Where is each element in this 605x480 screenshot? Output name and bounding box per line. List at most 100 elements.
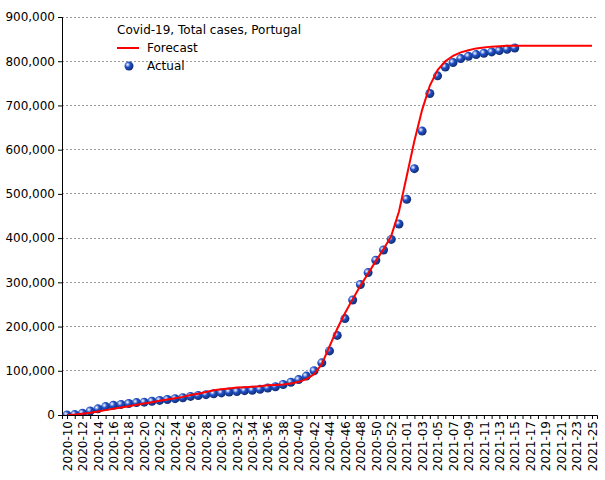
grid-line — [62, 370, 597, 371]
grid-line — [62, 105, 597, 106]
x-tick — [322, 415, 323, 419]
x-tick-mark — [592, 415, 593, 419]
x-tick-mark — [399, 415, 400, 419]
x-tick-mark — [144, 415, 145, 419]
x-tick-mark — [152, 415, 153, 419]
x-tick-label: 2021-13 — [493, 421, 507, 471]
x-tick: 2020-26 — [184, 415, 198, 471]
x-axis: 2020-102020-122020-142020-162020-182020-… — [61, 415, 600, 471]
x-tick-mark — [252, 415, 253, 419]
x-tick — [90, 415, 91, 419]
y-tick-mark — [58, 17, 62, 18]
x-tick-label: 2020-18 — [122, 421, 136, 471]
grid-line — [62, 238, 597, 239]
x-tick: 2021-25 — [586, 415, 600, 471]
x-tick-mark — [67, 415, 68, 419]
x-tick — [306, 415, 307, 419]
x-tick-mark — [314, 415, 315, 419]
x-tick-mark — [322, 415, 323, 419]
x-tick: 2020-28 — [200, 415, 214, 471]
grid-line — [62, 61, 597, 62]
x-tick: 2020-42 — [308, 415, 322, 471]
x-tick — [399, 415, 400, 419]
y-tick-mark — [58, 238, 62, 239]
x-tick-label: 2020-44 — [323, 421, 337, 471]
x-tick-mark — [538, 415, 539, 419]
x-tick-label: 2020-36 — [261, 421, 275, 471]
x-tick-mark — [553, 415, 554, 419]
x-tick-mark — [214, 415, 215, 419]
y-tick-label: 0 — [47, 408, 55, 422]
x-tick: 2021-11 — [478, 415, 492, 471]
data-point — [479, 49, 488, 58]
x-tick-label: 2020-22 — [153, 421, 167, 471]
grid — [62, 17, 597, 415]
x-tick-label: 2020-52 — [385, 421, 399, 471]
y-axis: 0100,000200,000300,000400,000500,000600,… — [5, 10, 62, 422]
x-tick-label: 2020-28 — [200, 421, 214, 471]
legend-line — [117, 47, 139, 49]
x-tick-mark — [530, 415, 531, 419]
x-tick-mark — [484, 415, 485, 419]
x-tick-mark — [90, 415, 91, 419]
x-axis-line — [63, 416, 598, 420]
x-tick-mark — [376, 415, 377, 419]
x-tick-label: 2021-07 — [447, 421, 461, 471]
y-tick: 500,000 — [5, 187, 62, 201]
x-tick — [523, 415, 524, 419]
x-tick — [584, 415, 585, 419]
x-tick-mark — [353, 415, 354, 419]
x-tick-mark — [183, 415, 184, 419]
x-tick — [75, 415, 76, 419]
data-point — [472, 50, 481, 59]
line-series — [67, 46, 592, 415]
x-tick — [368, 415, 369, 419]
x-tick-label: 2021-17 — [524, 421, 538, 471]
x-tick-mark — [430, 415, 431, 419]
y-tick-label: 600,000 — [5, 143, 55, 157]
y-tick: 700,000 — [5, 99, 62, 113]
data-point — [449, 58, 458, 67]
scatter-series — [63, 43, 520, 415]
x-tick-label: 2020-42 — [308, 421, 322, 471]
x-tick — [275, 415, 276, 419]
y-tick: 100,000 — [5, 364, 62, 378]
legend-label: Forecast — [147, 41, 198, 55]
x-tick-mark — [523, 415, 524, 419]
y-tick: 300,000 — [5, 276, 62, 290]
x-tick-label: 2021-15 — [508, 421, 522, 471]
y-tick-label: 700,000 — [5, 99, 55, 113]
x-tick: 2020-12 — [76, 415, 90, 471]
x-tick-label: 2021-11 — [478, 421, 492, 471]
x-tick-label: 2020-46 — [339, 421, 353, 471]
x-tick-mark — [438, 415, 439, 419]
x-tick-mark — [121, 415, 122, 419]
x-tick: 2020-50 — [370, 415, 384, 471]
x-tick — [430, 415, 431, 419]
y-tick-mark — [58, 105, 62, 106]
x-tick-label: 2020-20 — [138, 421, 152, 471]
x-tick-mark — [492, 415, 493, 419]
x-tick: 2021-05 — [431, 415, 445, 471]
x-tick: 2021-01 — [400, 415, 414, 471]
y-tick-label: 200,000 — [5, 320, 55, 334]
x-tick — [507, 415, 508, 419]
x-tick-mark — [206, 415, 207, 419]
x-tick: 2021-17 — [524, 415, 538, 471]
x-tick: 2020-18 — [122, 415, 136, 471]
x-tick-mark — [129, 415, 130, 419]
x-tick-label: 2021-01 — [400, 421, 414, 471]
x-tick — [445, 415, 446, 419]
x-tick — [136, 415, 137, 419]
x-tick: 2021-15 — [508, 415, 522, 471]
chart: 0100,000200,000300,000400,000500,000600,… — [0, 0, 605, 480]
x-tick — [214, 415, 215, 419]
x-tick-label: 2020-26 — [184, 421, 198, 471]
x-tick: 2020-30 — [215, 415, 229, 471]
legend-marker — [125, 62, 134, 71]
x-tick: 2021-13 — [493, 415, 507, 471]
x-tick: 2020-44 — [323, 415, 337, 471]
x-tick-label: 2021-05 — [431, 421, 445, 471]
x-tick-label: 2020-48 — [354, 421, 368, 471]
x-tick-mark — [368, 415, 369, 419]
